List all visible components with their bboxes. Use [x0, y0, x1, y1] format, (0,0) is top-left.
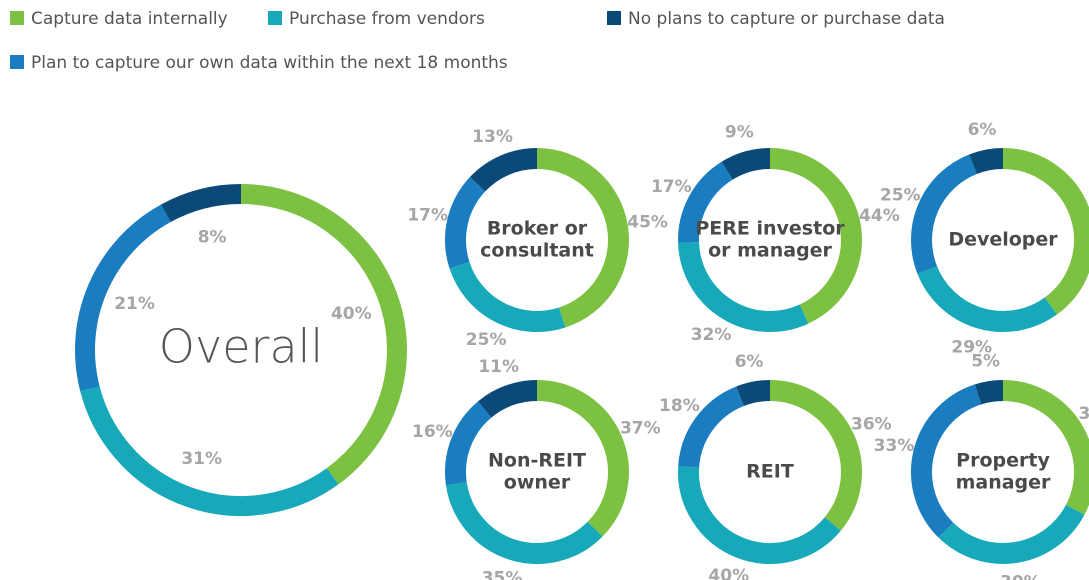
data-label: 11%	[478, 357, 519, 377]
data-label: 9%	[725, 122, 754, 142]
donut-segment	[678, 161, 733, 243]
donut-segment	[536, 148, 629, 328]
data-label: 33%	[1078, 404, 1089, 424]
donut-segment	[911, 384, 982, 538]
donut-segment	[938, 504, 1085, 564]
data-label: 32%	[691, 325, 732, 345]
data-label: 17%	[407, 206, 448, 226]
data-label: 40%	[331, 304, 372, 324]
donut-title: Property	[956, 450, 1050, 472]
data-label: 6%	[968, 120, 997, 140]
legend-label: Capture data internally	[31, 9, 228, 29]
legend-swatch	[268, 11, 282, 25]
donut-segment	[1002, 148, 1089, 315]
data-label: 37%	[620, 419, 661, 439]
donut-title: manager	[956, 472, 1051, 494]
donut-title: or manager	[708, 240, 832, 262]
donut-segment	[445, 401, 492, 486]
donut-segment	[445, 177, 486, 269]
data-label: 33%	[874, 436, 915, 456]
donut-title: PERE investor	[695, 218, 845, 240]
donut-title: Non-REIT	[488, 450, 586, 472]
data-label: 6%	[735, 352, 764, 372]
donut-segment	[536, 380, 629, 537]
donut-title: Broker or	[487, 218, 588, 240]
donut-segment	[721, 148, 771, 180]
donut-segment	[969, 148, 1004, 175]
legend-label: Plan to capture our own data within the …	[31, 53, 508, 73]
donut-segment	[917, 265, 1058, 332]
legend-label: Purchase from vendors	[289, 9, 485, 29]
data-label: 31%	[181, 449, 222, 469]
donut-segment	[161, 184, 242, 223]
legend-label: No plans to capture or purchase data	[628, 9, 945, 29]
donut-segment	[678, 241, 809, 332]
legend-swatch	[10, 11, 24, 25]
data-label: 35%	[482, 568, 523, 580]
donut-segment	[769, 380, 862, 531]
donut-title: REIT	[746, 461, 794, 483]
donut-segment	[477, 380, 538, 418]
donut-segment	[678, 386, 745, 468]
data-label: 45%	[627, 212, 668, 232]
data-label: 30%	[1000, 573, 1041, 580]
donut-segment	[1002, 380, 1089, 515]
donut-segment	[449, 261, 566, 332]
data-label: 21%	[114, 294, 155, 314]
donut-segment	[80, 386, 339, 516]
data-label: 17%	[651, 177, 692, 197]
data-label: 5%	[971, 351, 1000, 371]
data-label: 25%	[466, 330, 507, 350]
data-label: 36%	[851, 414, 892, 434]
data-label: 18%	[659, 396, 700, 416]
donut-title: Overall	[159, 320, 323, 374]
donut-segment	[769, 148, 862, 324]
donut-segment	[974, 380, 1004, 405]
data-label: 44%	[859, 206, 900, 226]
donut-segment	[469, 148, 538, 192]
legend-swatch	[607, 11, 621, 25]
data-label: 8%	[198, 228, 227, 248]
data-label: 29%	[951, 338, 992, 358]
donut-segment	[678, 466, 841, 564]
donut-segment	[75, 204, 171, 392]
donut-segment	[736, 380, 771, 407]
donut-title: owner	[504, 472, 571, 494]
donut-segment	[445, 481, 603, 564]
data-label: 13%	[472, 127, 513, 147]
legend-swatch	[10, 55, 24, 69]
data-label: 16%	[412, 422, 453, 442]
donut-title: consultant	[480, 240, 594, 262]
data-label: 40%	[708, 566, 749, 580]
donut-segment	[240, 184, 407, 485]
data-label: 25%	[880, 186, 921, 206]
donut-segment	[911, 154, 978, 274]
donut-title: Developer	[948, 229, 1058, 251]
